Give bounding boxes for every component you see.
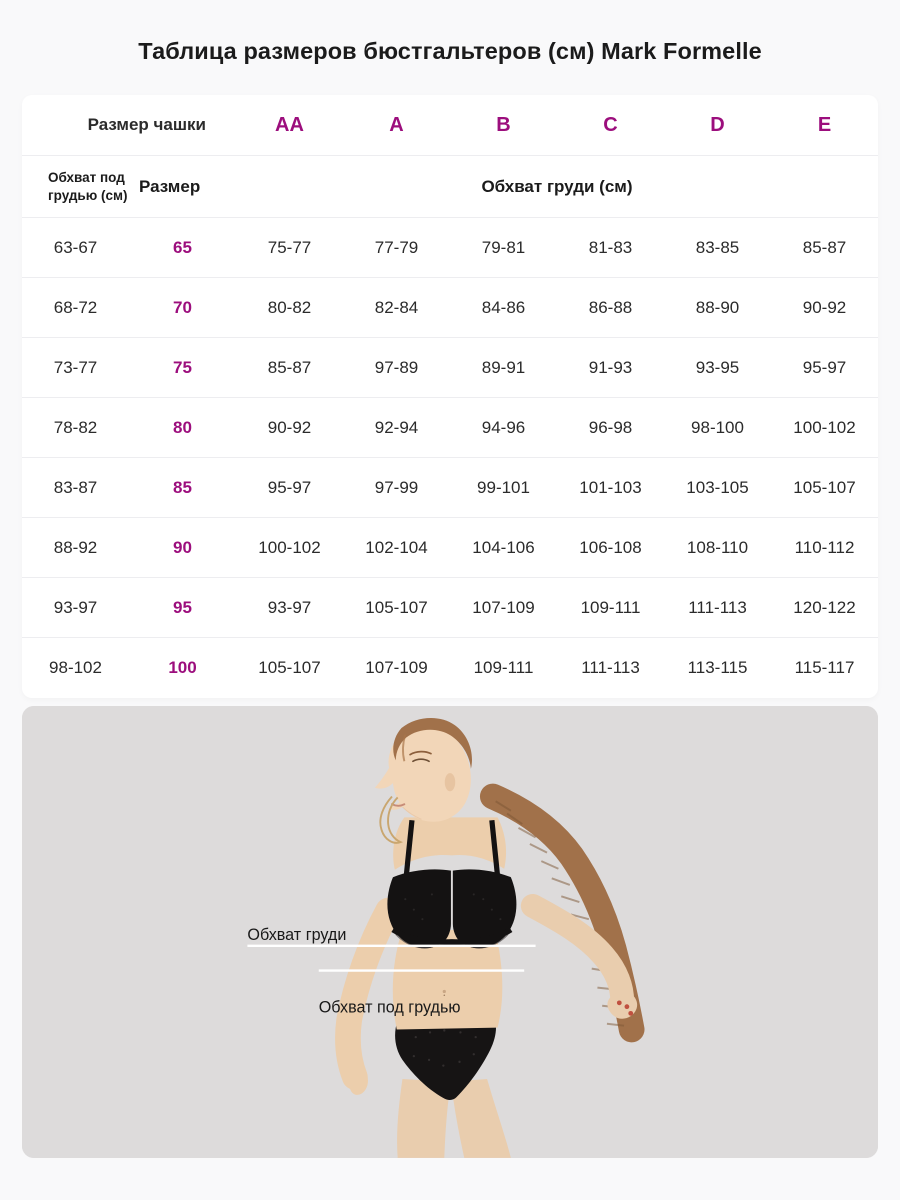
svg-text:Обхват под грудью: Обхват под грудью xyxy=(319,998,461,1016)
svg-text:Обхват груди: Обхват груди xyxy=(247,926,346,944)
